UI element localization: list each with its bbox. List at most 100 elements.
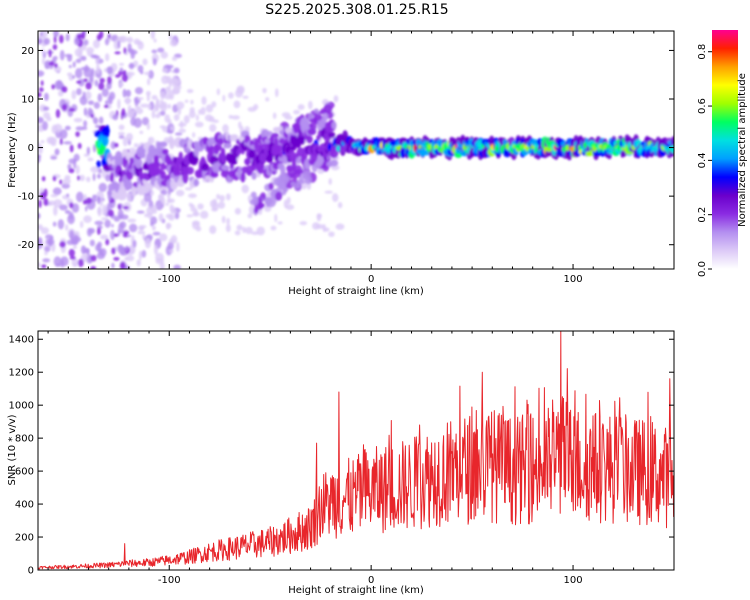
spectrogram-cell [217, 201, 226, 209]
spectrogram-cell [226, 217, 230, 225]
spectrogram-cell [163, 137, 171, 144]
snr-x-axis: -100 0 100 [47, 331, 675, 586]
spectrogram-cell [258, 196, 263, 204]
snr-y-tick-label: 200 [15, 533, 34, 544]
spectrogram-cell [308, 118, 319, 124]
spectrogram-cell [197, 203, 204, 210]
spectrogram-cell [189, 154, 199, 164]
spectrogram-cell [167, 103, 172, 109]
spectrogram-cell [127, 43, 132, 52]
spectrogram-cell [300, 135, 306, 145]
spectrogram-cell [231, 115, 240, 120]
spectrogram-cell [38, 38, 43, 44]
spectrogram-cell [161, 148, 169, 155]
spectrogram-cell [118, 135, 125, 139]
spectrogram-cell [297, 104, 305, 111]
spectrogram-cell [48, 238, 53, 247]
spectrogram-cell [144, 237, 151, 249]
spectrogram-cell [150, 216, 158, 225]
snr-y-tick-label: 0 [28, 566, 34, 577]
spectrogram-cell [230, 159, 238, 165]
spectrogram-cell [161, 197, 166, 205]
spectrogram-cell [79, 220, 84, 229]
spectrogram-cell [278, 138, 287, 145]
spectrogram-cell [291, 158, 297, 171]
spectrogram-cell [134, 158, 143, 169]
snr-y-tick-label: 400 [15, 500, 34, 511]
spectrogram-cell [131, 184, 137, 198]
spectrogram-cell [85, 90, 92, 100]
spectrogram-cell [75, 164, 80, 175]
spectrogram-cell [240, 171, 246, 183]
spectrogram-cell [52, 187, 62, 196]
spectrogram-cell [175, 189, 185, 197]
snr-x-tick-label: 0 [368, 575, 374, 586]
spectrogram-cell [152, 231, 161, 236]
spectrogram-cell [96, 63, 100, 75]
spectrogram-y-tick-label: 0 [28, 143, 34, 154]
spectrogram-y-tick-label: -10 [18, 192, 34, 203]
spectrogram-cell [105, 174, 111, 182]
snr-x-tick-label: -100 [158, 575, 181, 586]
spectrogram-cell [53, 256, 62, 267]
snr-y-tick-label: 1400 [9, 335, 34, 346]
spectrogram-cell [101, 217, 109, 221]
spectrogram-cell [59, 179, 63, 185]
spectrogram-cell [96, 34, 102, 42]
spectrogram-cell [228, 114, 233, 119]
spectrogram-cell [86, 247, 90, 256]
spectrogram-cell [336, 145, 341, 152]
spectrogram-cell [299, 221, 308, 226]
spectrogram-cell [54, 148, 60, 156]
spectrogram-cell [88, 227, 95, 234]
spectrogram-y-tick-label: -20 [18, 240, 34, 251]
spectrogram-cell [138, 250, 143, 261]
spectrogram-cell [127, 218, 137, 223]
spectrogram-cell [96, 227, 101, 235]
snr-y-tick-label: 600 [15, 467, 34, 478]
spectrogram-cell [114, 218, 120, 222]
spectrogram-cell [87, 157, 94, 162]
spectrogram-cell [140, 152, 146, 159]
spectrogram-cell [44, 60, 50, 70]
spectrogram-cell [153, 244, 159, 256]
spectrogram-cell [275, 88, 279, 98]
spectrogram-cell [148, 70, 154, 79]
spectrogram-cell [141, 250, 147, 258]
spectrogram-cell [160, 51, 169, 59]
spectrogram-frame [37, 30, 675, 270]
spectrogram-cell [83, 107, 88, 116]
spectrogram-cell [272, 126, 280, 133]
spectrogram-cell [140, 70, 144, 75]
spectrogram-cell [118, 70, 123, 76]
spectrogram-cell [113, 233, 119, 237]
spectrogram-cell [144, 71, 151, 76]
spectrogram-cell [317, 168, 325, 174]
spectrogram-y-label: Frequency (Hz) [7, 112, 18, 188]
spectrogram-cell [233, 100, 241, 109]
spectrogram-cell [169, 137, 175, 150]
spectrogram-cell [38, 262, 41, 268]
spectrogram-cell [146, 122, 151, 131]
spectrogram-cell [247, 213, 253, 219]
spectrogram-cell [73, 117, 83, 123]
spectrogram-cell [117, 98, 121, 110]
spectrogram-cell [50, 156, 57, 160]
spectrogram-cell [78, 78, 85, 87]
spectrogram-cell [52, 175, 57, 182]
snr-panel: -100 0 100 0 200 400 600 800 1000 1200 1400 Heigh… [7, 330, 675, 596]
spectrogram-cell [159, 233, 168, 242]
spectrogram-cell [170, 126, 174, 132]
spectrogram-cell [193, 180, 200, 186]
spectrogram-cell [75, 67, 83, 79]
spectrogram-cell [105, 238, 110, 246]
spectrogram-cell [670, 136, 674, 149]
spectrogram-cell [38, 237, 43, 245]
spectrogram-cell [41, 264, 47, 269]
spectrogram-cell [200, 106, 206, 116]
spectrogram-cell [286, 164, 293, 172]
spectrogram-cell [82, 91, 86, 100]
spectrogram-cell [146, 78, 151, 86]
spectrogram-cell [102, 204, 108, 215]
spectrogram-cell [186, 89, 194, 94]
